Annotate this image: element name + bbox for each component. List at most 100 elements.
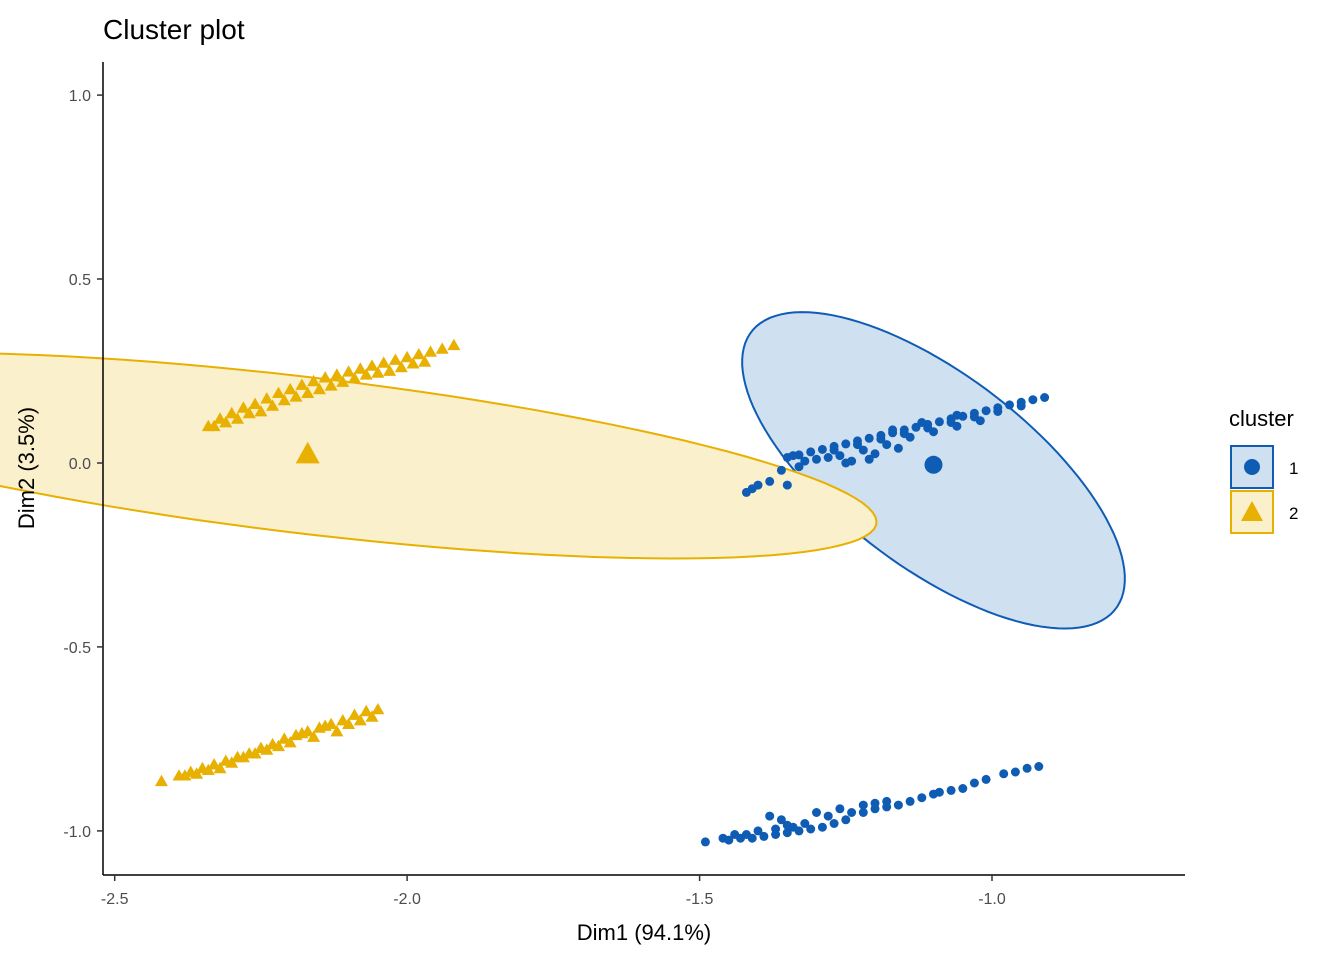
cluster-2-point xyxy=(447,338,461,351)
cluster-1-point xyxy=(864,454,874,464)
cluster-2-point xyxy=(348,371,361,384)
cluster-2-point xyxy=(272,739,285,752)
cluster-2-point xyxy=(225,406,239,419)
x-axis-ticks: -2.5 -2.0 -1.5 -1.0 xyxy=(101,875,1006,908)
cluster-1-point xyxy=(812,454,821,464)
cluster-2-point xyxy=(295,726,309,739)
cluster-2-point xyxy=(388,353,402,365)
cluster-1-point xyxy=(969,778,979,788)
cluster-1-point xyxy=(776,815,786,825)
cluster-1-point xyxy=(853,440,862,450)
x-axis-title: Dim1 (94.1%) xyxy=(577,920,711,945)
cluster-2-point xyxy=(342,717,356,729)
cluster-2-point xyxy=(213,761,227,774)
cluster-1-point xyxy=(782,480,792,490)
cluster-1-point xyxy=(917,793,927,803)
cluster-1-point xyxy=(841,439,851,449)
cluster-1-point xyxy=(765,476,775,486)
cluster-2-point xyxy=(178,769,192,781)
cluster-2-point xyxy=(207,419,221,432)
cluster-1-point xyxy=(817,444,827,454)
cluster-1-point xyxy=(858,445,868,455)
legend-triangle-icon xyxy=(1241,501,1263,521)
x-tick-label: -2.5 xyxy=(101,891,129,908)
cluster-1-point xyxy=(741,830,751,839)
cluster-1-point xyxy=(759,831,769,841)
cluster-1-point xyxy=(946,785,956,795)
cluster-2-point xyxy=(254,405,268,417)
cluster-1-point xyxy=(975,416,985,426)
cluster-2-point xyxy=(418,355,432,367)
cluster-1-point xyxy=(847,808,857,817)
legend-label-2: 2 xyxy=(1289,504,1298,523)
cluster-1-point xyxy=(929,789,938,799)
cluster-1-point xyxy=(835,451,845,461)
y-tick-label: -0.5 xyxy=(63,640,91,657)
cluster-1-point xyxy=(806,824,816,834)
cluster-1-point xyxy=(882,796,892,806)
cluster-1-point xyxy=(893,443,903,453)
cluster-2-point xyxy=(359,368,373,380)
cluster-1-point xyxy=(1034,762,1044,771)
cluster-2-point xyxy=(318,371,332,383)
cluster-1-point xyxy=(876,434,886,444)
cluster-centroids xyxy=(295,441,943,474)
cluster-2-point xyxy=(248,397,262,409)
cluster-1-point xyxy=(858,808,868,817)
cluster-1-point xyxy=(934,417,944,427)
cluster-2-point xyxy=(353,714,367,726)
cluster-2-point xyxy=(283,382,297,395)
y-axis-title: Dim2 (3.5%) xyxy=(14,407,39,529)
cluster-1-point xyxy=(782,828,792,838)
cluster-1-point xyxy=(929,427,938,437)
cluster-1-point xyxy=(806,447,816,457)
cluster-1-point xyxy=(812,808,821,817)
cluster-2-point xyxy=(377,356,391,368)
y-axis-ticks: 1.0 0.5 0.0 -0.5 -1.0 xyxy=(63,88,103,841)
x-tick-label: -1.0 xyxy=(978,891,1006,908)
cluster-2-point xyxy=(225,756,239,768)
y-tick-label: 0.5 xyxy=(69,272,91,289)
cluster-1-point xyxy=(753,826,763,836)
y-tick-label: 0.0 xyxy=(69,456,91,473)
y-tick-label: 1.0 xyxy=(69,88,91,105)
cluster-1-point xyxy=(841,458,851,468)
cluster-1-point xyxy=(788,451,798,461)
cluster-2-point xyxy=(318,719,332,731)
cluster-1-point xyxy=(841,815,851,825)
legend-key-1 xyxy=(1230,445,1274,489)
cluster-2-point xyxy=(248,747,262,759)
cluster-2-point xyxy=(400,350,414,363)
y-tick-label: -1.0 xyxy=(63,824,91,841)
cluster-1-point xyxy=(794,462,804,472)
cluster-2-point xyxy=(348,708,361,720)
cluster-2-point xyxy=(365,359,379,371)
cluster-1-point xyxy=(1016,401,1026,411)
cluster-1-point xyxy=(817,822,827,832)
cluster-1-point xyxy=(823,453,833,462)
cluster-1-point xyxy=(835,804,845,814)
cluster-2-point xyxy=(231,412,244,424)
data-points xyxy=(155,338,1050,847)
cluster-1-point xyxy=(741,487,751,497)
cluster-2-point xyxy=(424,345,437,357)
cluster-1-point xyxy=(765,811,775,821)
cluster-2-point xyxy=(406,357,420,369)
cluster-2-point xyxy=(394,360,408,373)
cluster-1-point xyxy=(905,796,915,806)
cluster-2-point xyxy=(236,401,250,413)
cluster-2-point xyxy=(272,386,285,398)
cluster-2-point xyxy=(283,736,297,748)
cluster-1-point xyxy=(1005,400,1014,410)
cluster-1-point xyxy=(1040,393,1050,402)
cluster-2-point xyxy=(190,767,204,779)
cluster-2-centroid xyxy=(295,441,320,464)
cluster-1-point xyxy=(993,407,1003,416)
cluster-1-point xyxy=(776,465,786,475)
x-tick-label: -1.5 xyxy=(686,891,714,908)
cluster-1-point xyxy=(893,800,903,810)
cluster-1-point xyxy=(1028,395,1038,405)
cluster-2-point xyxy=(266,399,280,411)
legend-title: cluster xyxy=(1229,406,1294,431)
